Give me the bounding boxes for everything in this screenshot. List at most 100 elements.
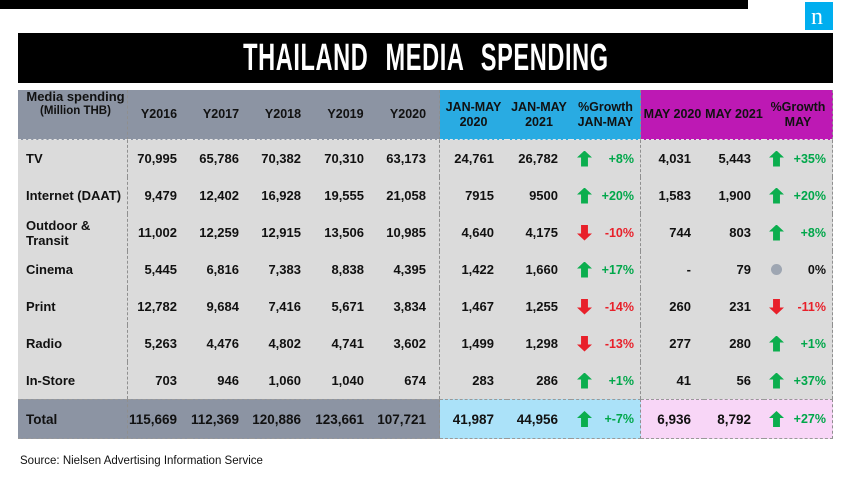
cell-y2019: 4,741 — [314, 325, 377, 362]
row-label: Radio — [18, 325, 128, 362]
media-spending-table: Media spending (Million THB) Y2016 Y2017… — [18, 89, 833, 439]
cell-may-2020: 1,583 — [641, 177, 704, 214]
trend-arrow-icon — [769, 298, 784, 315]
source-note: Source: Nielsen Advertising Information … — [20, 455, 263, 467]
cell-y2016: 12,782 — [128, 288, 190, 325]
cell-may-2020: 41 — [641, 362, 704, 399]
cell-may-2020: 277 — [641, 325, 704, 362]
col-header-y2020: Y2020 — [377, 90, 440, 140]
growth-percent: +27% — [793, 412, 826, 426]
cell-y2017: 946 — [190, 362, 252, 399]
cell-y2020: 3,602 — [377, 325, 440, 362]
cell-y2017: 6,816 — [190, 251, 252, 288]
trend-arrow-icon — [577, 335, 592, 352]
cell-y2017: 4,476 — [190, 325, 252, 362]
cell-janmay-growth: +1% — [571, 362, 641, 399]
growth-percent: +20% — [793, 188, 826, 203]
nielsen-logo-letter: n — [811, 4, 823, 31]
col-header-media-spending: Media spending (Million THB) — [18, 89, 128, 140]
cell-y2020: 10,985 — [377, 214, 440, 251]
total-janmay-2020: 41,987 — [440, 399, 507, 439]
table-header-row: Media spending (Million THB) Y2016 Y2017… — [18, 89, 833, 140]
col-header-janmay-2021: JAN-MAY 2021 — [507, 90, 571, 140]
cell-janmay-2021: 26,782 — [507, 140, 571, 177]
trend-arrow-icon — [577, 150, 592, 167]
cell-y2016: 5,445 — [128, 251, 190, 288]
cell-y2017: 9,684 — [190, 288, 252, 325]
trend-arrow-icon — [577, 224, 592, 241]
cell-may-2021: 1,900 — [704, 177, 764, 214]
cell-janmay-2020: 1,499 — [440, 325, 507, 362]
trend-arrow-icon — [769, 335, 784, 352]
cell-janmay-2021: 1,298 — [507, 325, 571, 362]
cell-y2017: 65,786 — [190, 140, 252, 177]
total-may-2020: 6,936 — [641, 399, 704, 439]
title-bar: THAILAND MEDIA SPENDING — [18, 33, 833, 83]
cell-y2020: 21,058 — [377, 177, 440, 214]
total-y2017: 112,369 — [190, 399, 252, 439]
cell-y2017: 12,259 — [190, 214, 252, 251]
row-label: Internet (DAAT) — [18, 177, 128, 214]
cell-y2016: 70,995 — [128, 140, 190, 177]
cell-janmay-growth: +17% — [571, 251, 641, 288]
row-label: Outdoor & Transit — [18, 214, 128, 251]
cell-y2018: 16,928 — [252, 177, 314, 214]
row-label: In-Store — [18, 362, 128, 399]
trend-arrow-icon — [769, 411, 784, 427]
page-title: THAILAND MEDIA SPENDING — [242, 36, 609, 79]
trend-arrow-icon — [577, 298, 592, 315]
total-y2019: 123,661 — [314, 399, 377, 439]
cell-janmay-2021: 1,660 — [507, 251, 571, 288]
trend-arrow-icon — [769, 150, 784, 167]
col-header-may-2021: MAY 2021 — [704, 90, 764, 140]
cell-janmay-2021: 1,255 — [507, 288, 571, 325]
cell-y2019: 13,506 — [314, 214, 377, 251]
growth-percent: -14% — [604, 299, 634, 314]
growth-percent: +37% — [793, 373, 826, 388]
table-row: Internet (DAAT) 9,479 12,402 16,928 19,5… — [18, 177, 833, 214]
trend-arrow-icon — [769, 372, 784, 389]
cell-y2019: 19,555 — [314, 177, 377, 214]
total-y2020: 107,721 — [377, 399, 440, 439]
growth-percent: +1% — [608, 373, 634, 388]
cell-y2018: 12,915 — [252, 214, 314, 251]
cell-janmay-2021: 9500 — [507, 177, 571, 214]
cell-janmay-2020: 7915 — [440, 177, 507, 214]
col-header-y2018: Y2018 — [252, 90, 314, 140]
growth-percent: +8% — [800, 225, 826, 240]
table-total-row: Total 115,669 112,369 120,886 123,661 10… — [18, 399, 833, 439]
trend-arrow-icon — [577, 187, 592, 204]
cell-y2019: 70,310 — [314, 140, 377, 177]
growth-percent: +-7% — [604, 412, 634, 426]
cell-y2017: 12,402 — [190, 177, 252, 214]
cell-y2020: 63,173 — [377, 140, 440, 177]
cell-may-2020: 4,031 — [641, 140, 704, 177]
cell-janmay-growth: +20% — [571, 177, 641, 214]
cell-may-growth: +8% — [764, 214, 833, 251]
trend-arrow-icon — [577, 372, 592, 389]
cell-may-2021: 231 — [704, 288, 764, 325]
cell-y2020: 4,395 — [377, 251, 440, 288]
cell-may-2020: 744 — [641, 214, 704, 251]
cell-janmay-2020: 283 — [440, 362, 507, 399]
total-janmay-growth: +-7% — [571, 399, 641, 439]
col-header-y2016: Y2016 — [128, 90, 190, 140]
cell-y2019: 5,671 — [314, 288, 377, 325]
growth-percent: +20% — [601, 188, 634, 203]
growth-percent: -13% — [604, 336, 634, 351]
cell-y2019: 8,838 — [314, 251, 377, 288]
row-label: TV — [18, 140, 128, 177]
cell-janmay-growth: +8% — [571, 140, 641, 177]
col-header-media-spending-line2: (Million THB) — [40, 104, 111, 117]
col-header-janmay-2020: JAN-MAY 2020 — [440, 90, 507, 140]
growth-percent: -11% — [797, 299, 827, 314]
cell-may-2020: - — [641, 251, 704, 288]
total-janmay-2021: 44,956 — [507, 399, 571, 439]
cell-janmay-growth: -14% — [571, 288, 641, 325]
trend-arrow-icon — [577, 411, 592, 427]
trend-arrow-icon — [577, 261, 592, 278]
table-row: In-Store 703 946 1,060 1,040 674 283 286… — [18, 362, 833, 399]
col-header-may-2020: MAY 2020 — [641, 90, 704, 140]
cell-may-2021: 56 — [704, 362, 764, 399]
